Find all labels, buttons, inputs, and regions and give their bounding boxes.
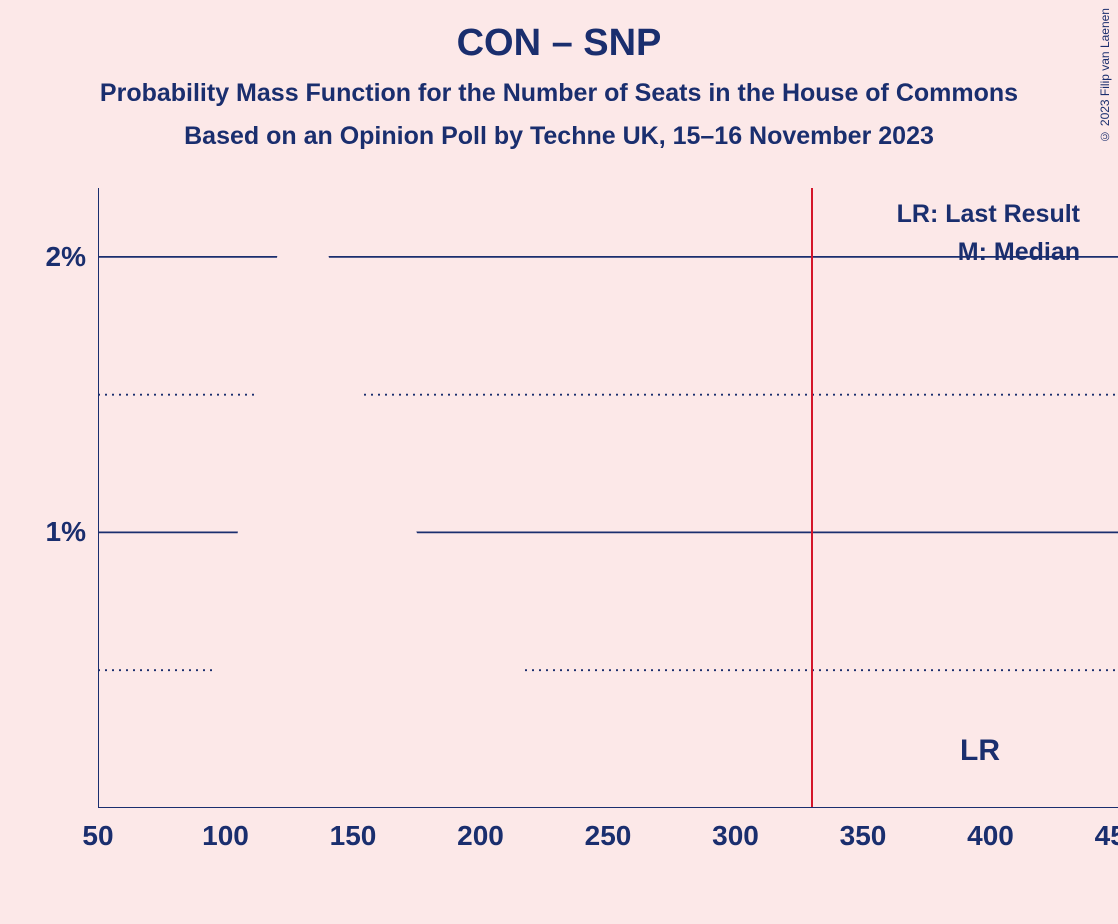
plot-area [98, 188, 1118, 808]
x-tick-250: 250 [585, 820, 632, 852]
y-tick-2pct: 2% [46, 241, 86, 273]
x-tick-450: 450 [1095, 820, 1118, 852]
x-tick-350: 350 [840, 820, 887, 852]
legend-lr: LR: Last Result [700, 200, 1080, 229]
copyright-text: © 2023 Filip van Laenen [1098, 8, 1112, 143]
y-tick-1pct: 1% [46, 516, 86, 548]
chart-subtitle-2: Based on an Opinion Poll by Techne UK, 1… [0, 108, 1118, 151]
x-tick-400: 400 [967, 820, 1014, 852]
lr-label: LR [960, 734, 1000, 768]
x-tick-50: 50 [82, 820, 113, 852]
legend-m: M: Median [700, 238, 1080, 267]
x-tick-200: 200 [457, 820, 504, 852]
x-tick-150: 150 [330, 820, 377, 852]
x-tick-100: 100 [202, 820, 249, 852]
pmf-hump-mask [149, 202, 787, 808]
chart-subtitle-1: Probability Mass Function for the Number… [0, 65, 1118, 108]
x-tick-300: 300 [712, 820, 759, 852]
chart-title: CON – SNP [0, 0, 1118, 65]
